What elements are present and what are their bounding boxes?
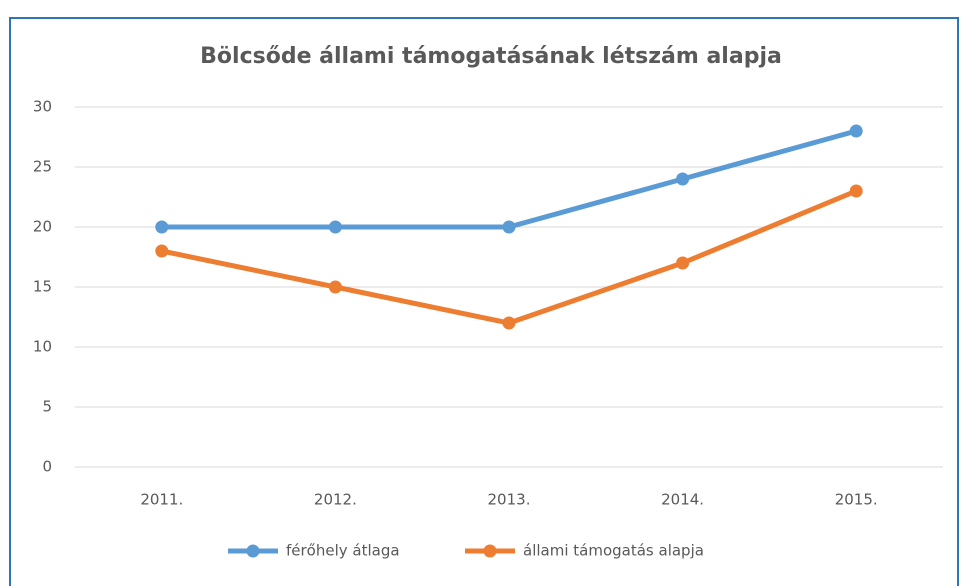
x-tick-label: 2012. [314, 491, 357, 509]
series-line [161, 188, 858, 326]
legend-marker [246, 544, 260, 558]
point [328, 220, 342, 234]
series-line [161, 128, 857, 230]
y-tick-label: 5 [42, 398, 52, 416]
legend-label: férőhely átlaga [286, 542, 400, 560]
point [328, 280, 342, 294]
y-tick-label: 30 [33, 98, 52, 116]
chart-frame [9, 17, 959, 586]
point [502, 316, 516, 330]
x-tick-label: 2011. [140, 491, 183, 509]
x-tick-label: 2015. [835, 491, 878, 509]
y-tick-label: 10 [33, 338, 52, 356]
x-tick-label: 2013. [488, 491, 531, 509]
point [849, 124, 863, 138]
y-tick-label: 25 [33, 158, 52, 176]
point [155, 244, 169, 258]
point [676, 256, 690, 270]
point [676, 172, 690, 186]
x-tick-label: 2014. [661, 491, 704, 509]
y-tick-label: 15 [33, 278, 52, 296]
legend-label: állami támogatás alapja [523, 542, 704, 560]
point [849, 184, 863, 198]
y-tick-label: 20 [33, 218, 52, 236]
y-tick-label: 0 [42, 458, 52, 476]
point [155, 220, 169, 234]
legend-marker [483, 544, 497, 558]
point [502, 220, 516, 234]
chart-title: Bölcsőde állami támogatásának létszám al… [200, 44, 782, 69]
